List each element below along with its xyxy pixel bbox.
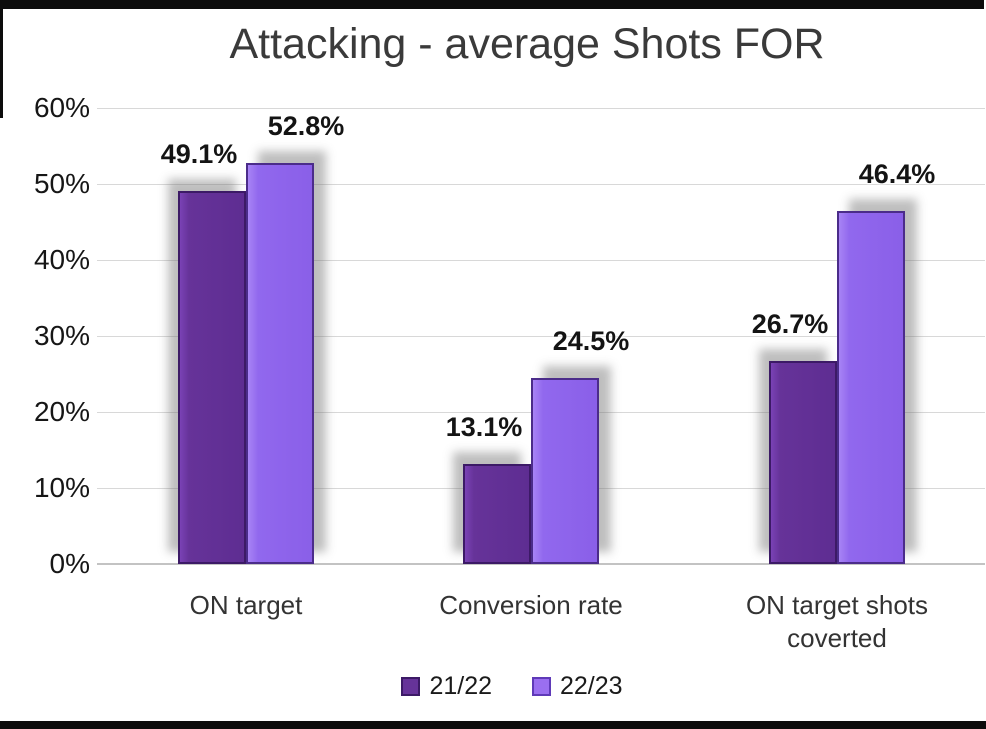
gridline-50 [97, 184, 985, 185]
y-axis-tick-30: 30% [33, 320, 90, 351]
bottom-border-bar [0, 721, 986, 729]
chart-title: Attacking - average Shots FOR [229, 20, 825, 68]
chart-legend: 21/22 22/23 [0, 672, 986, 701]
legend-swatch-22-23 [532, 677, 551, 696]
x-axis-label-on-target-shots-coverted: ON target shots coverted [745, 590, 929, 653]
bar-21-22-conversion-rate [463, 464, 531, 564]
data-label-21-22-on-target-shots-coverted: 26.7% [751, 309, 829, 340]
bar-22-23-on-target-shots-coverted [837, 211, 905, 564]
gridline-0 [97, 563, 985, 565]
y-axis-tick-0: 0% [49, 548, 90, 579]
y-axis-tick-10: 10% [33, 472, 90, 503]
legend-swatch-21-22 [401, 677, 421, 696]
top-border-bar [0, 0, 984, 9]
y-axis-tick-60: 60% [33, 92, 90, 123]
y-axis-tick-40: 40% [33, 244, 90, 275]
gridline-30 [97, 336, 985, 337]
legend-item-21-22: 21/22 [401, 672, 492, 701]
y-axis-tick-20: 20% [33, 396, 90, 427]
gridline-60 [97, 108, 985, 109]
bar-21-22-on-target [178, 190, 246, 564]
data-label-22-23-conversion-rate: 24.5% [552, 325, 630, 356]
legend-label-21-22: 21/22 [429, 672, 492, 700]
data-label-21-22-on-target: 49.1% [160, 138, 238, 169]
data-label-22-23-on-target-shots-coverted: 46.4% [858, 159, 936, 190]
bar-22-23-conversion-rate [531, 377, 599, 564]
x-axis-label-on-target: ON target [189, 590, 303, 620]
data-label-22-23-on-target: 52.8% [267, 110, 345, 141]
y-axis-tick-50: 50% [33, 168, 90, 199]
x-axis-label-conversion-rate: Conversion rate [439, 590, 623, 620]
legend-item-22-23: 22/23 [532, 672, 623, 701]
legend-label-22-23: 22/23 [560, 672, 623, 700]
data-label-21-22-conversion-rate: 13.1% [445, 412, 523, 443]
bar-21-22-on-target-shots-coverted [769, 361, 837, 564]
gridline-40 [97, 260, 985, 261]
bar-22-23-on-target [246, 162, 314, 564]
left-border-bar [0, 0, 3, 118]
